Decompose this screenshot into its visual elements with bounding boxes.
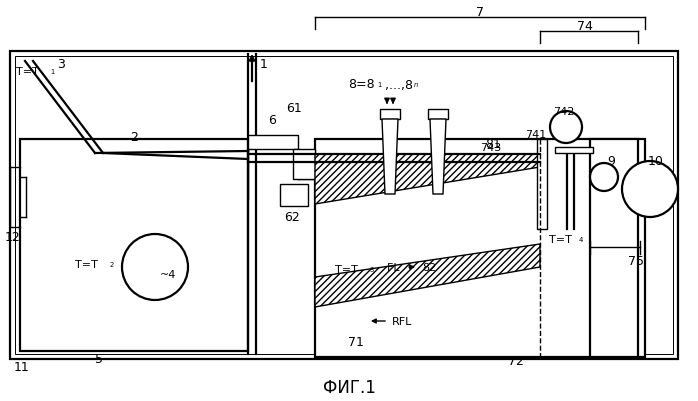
- Text: 2: 2: [130, 131, 138, 144]
- Text: 81: 81: [485, 138, 501, 151]
- Text: 75: 75: [628, 255, 644, 268]
- Text: 1: 1: [260, 59, 268, 71]
- Text: 8=8: 8=8: [348, 78, 375, 91]
- Bar: [15, 57, 673, 354]
- Bar: [537, 140, 547, 229]
- Circle shape: [550, 112, 582, 144]
- Text: 72: 72: [508, 354, 524, 368]
- Text: $_n$: $_n$: [413, 80, 419, 90]
- Polygon shape: [382, 120, 398, 194]
- Text: T=T: T=T: [75, 259, 98, 269]
- Text: ~4: ~4: [160, 269, 177, 279]
- Text: 6: 6: [268, 113, 276, 126]
- Text: 7: 7: [476, 6, 484, 18]
- Text: 71: 71: [348, 336, 364, 348]
- Text: $_2$: $_2$: [109, 259, 114, 269]
- Circle shape: [590, 164, 618, 192]
- Text: $_4$: $_4$: [578, 235, 584, 244]
- Bar: [428, 110, 448, 120]
- Text: $_1$: $_1$: [50, 67, 56, 77]
- Text: 62: 62: [284, 211, 299, 224]
- Polygon shape: [430, 120, 446, 194]
- Text: T=T: T=T: [549, 235, 572, 244]
- Text: 82: 82: [422, 262, 436, 272]
- Circle shape: [122, 235, 188, 300]
- Bar: [590, 140, 638, 357]
- Text: T=T: T=T: [335, 264, 358, 274]
- Text: 741: 741: [525, 130, 547, 140]
- Polygon shape: [315, 244, 540, 307]
- Text: 742: 742: [553, 107, 574, 117]
- Polygon shape: [315, 155, 540, 205]
- Text: T=T: T=T: [16, 67, 39, 77]
- Text: 11: 11: [14, 360, 30, 374]
- Text: 9: 9: [607, 155, 615, 168]
- Text: 743: 743: [480, 143, 501, 153]
- Bar: [248, 136, 298, 150]
- Text: ,...,8: ,...,8: [385, 78, 413, 91]
- Bar: [20, 140, 248, 351]
- Text: 3: 3: [57, 59, 65, 71]
- Bar: [315, 140, 645, 357]
- Circle shape: [622, 162, 678, 217]
- Bar: [380, 110, 400, 120]
- Text: $_1$: $_1$: [377, 80, 383, 90]
- Text: FL: FL: [380, 262, 400, 272]
- Text: ФИГ.1: ФИГ.1: [322, 378, 376, 396]
- Text: 74: 74: [577, 20, 593, 32]
- Text: 5: 5: [95, 352, 103, 366]
- Text: $_3$: $_3$: [369, 264, 375, 274]
- Bar: [293, 150, 315, 180]
- Bar: [280, 184, 308, 207]
- Text: 12: 12: [5, 231, 21, 244]
- Bar: [555, 148, 593, 154]
- Text: 10: 10: [648, 155, 664, 168]
- Text: 61: 61: [286, 101, 302, 114]
- Text: RFL: RFL: [392, 316, 413, 326]
- Bar: [10, 52, 678, 359]
